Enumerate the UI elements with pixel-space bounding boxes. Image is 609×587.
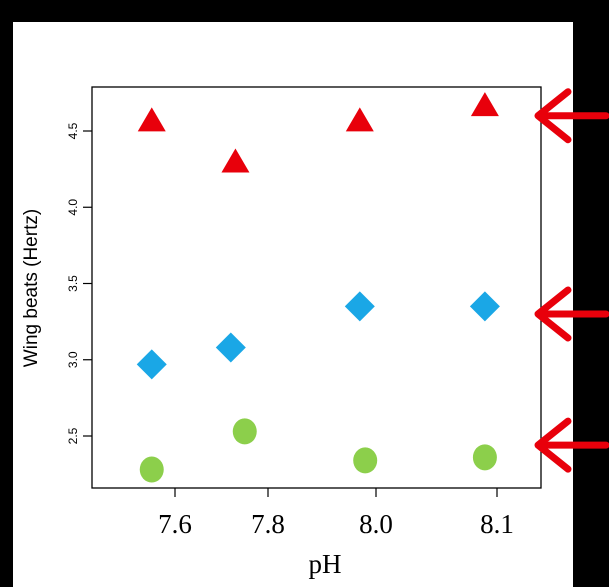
annotation-arrows	[534, 88, 609, 473]
x-tick-label: 8.0	[359, 509, 393, 539]
diamond-point	[469, 291, 500, 322]
x-tick-label: 8.1	[480, 509, 514, 539]
y-axis-title: Wing beats (Hertz)	[21, 209, 42, 367]
red-arrow	[534, 88, 609, 144]
circle-point	[232, 418, 257, 445]
triangle-point	[221, 148, 250, 173]
plot-area: 2.5 3.0 3.5 4.0 4.5 7.6 7.8 8.0 8.1	[66, 86, 542, 539]
diamond-point	[344, 291, 375, 322]
y-tick-label: 2.5	[66, 427, 80, 444]
red-arrow-head	[534, 417, 572, 473]
red-arrow	[534, 417, 609, 473]
diamond-point	[136, 349, 167, 380]
x-tick-label: 7.6	[158, 509, 192, 539]
triangle-point	[137, 107, 166, 132]
red-arrow-head	[534, 88, 572, 144]
diamond-point	[215, 332, 246, 363]
red-arrow-head	[534, 286, 572, 342]
plot-frame	[91, 86, 542, 489]
circle-point	[472, 444, 497, 471]
triangle-point	[345, 107, 374, 132]
y-tick-label: 3.5	[66, 275, 80, 292]
circle-point	[139, 456, 164, 483]
x-tick-label: 7.8	[251, 509, 285, 539]
y-tick-label: 4.5	[66, 122, 80, 139]
circle-point	[353, 447, 378, 474]
x-axis-title: pH	[309, 549, 342, 579]
y-tick-label: 3.0	[66, 351, 80, 368]
red-arrow	[534, 286, 609, 342]
y-tick-label: 4.0	[66, 199, 80, 216]
triangle-point	[470, 92, 499, 117]
